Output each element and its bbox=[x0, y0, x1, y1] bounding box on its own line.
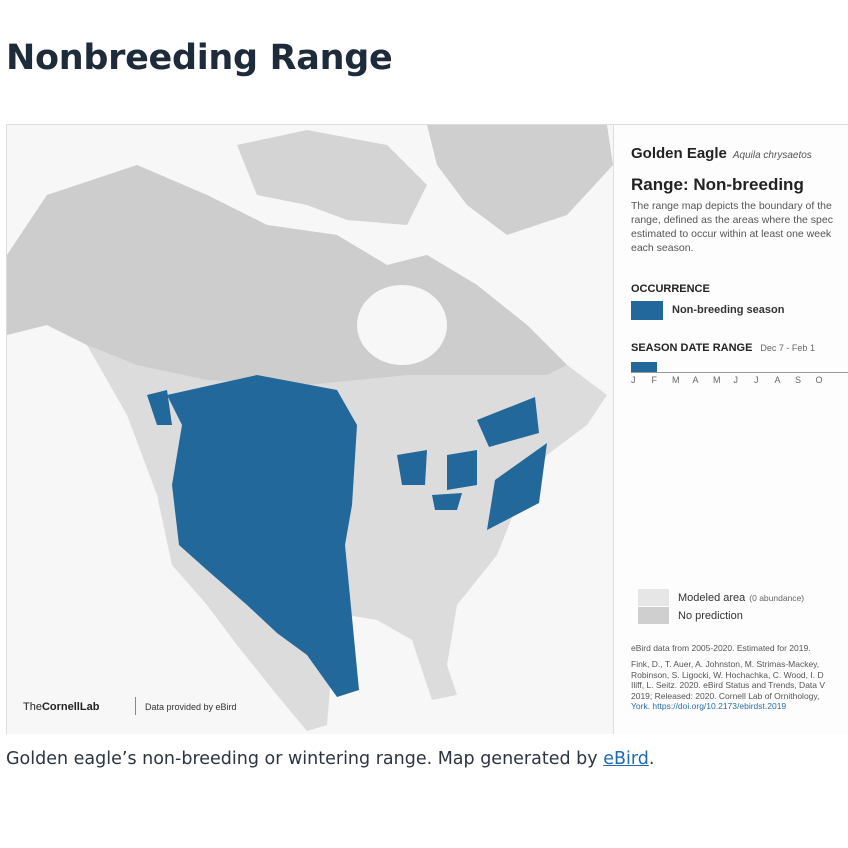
logo: TheCornellLab bbox=[23, 701, 99, 713]
modeled-area: Modeled area bbox=[678, 592, 746, 604]
legend-panel: Golden Eagle Aquila chrysaetos Range: Non… bbox=[613, 125, 848, 734]
month-label: J bbox=[631, 375, 636, 385]
greenland bbox=[427, 125, 613, 235]
modeled-swatch bbox=[638, 589, 669, 606]
season-dates: Dec 7 - Feb 1 bbox=[760, 343, 815, 353]
range-patch bbox=[477, 397, 539, 447]
citation: Fink, D., T. Auer, A. Johnston, M. Strim… bbox=[631, 659, 825, 712]
range-map-image: TheCornellLab Data provided by eBird Gol… bbox=[6, 124, 848, 734]
species-name: Golden Eagle bbox=[631, 145, 727, 162]
month-label: S bbox=[795, 375, 802, 385]
ebird-link[interactable]: eBird bbox=[603, 749, 649, 769]
arctic-islands bbox=[237, 130, 427, 225]
month-label: A bbox=[692, 375, 699, 385]
range-west bbox=[167, 375, 359, 697]
logo-name: CornellLab bbox=[41, 701, 100, 713]
citation-line: 2019; Released: 2020. Cornell Lab of Orn… bbox=[631, 690, 820, 701]
season-heading: SEASON DATE RANGE Dec 7 - Feb 1 bbox=[631, 342, 815, 354]
citation-line: Robinson, S. Ligocki, W. Hochachka, C. W… bbox=[631, 669, 824, 680]
month-label: M bbox=[672, 375, 680, 385]
logo-prefix: The bbox=[23, 701, 42, 713]
caption-end: . bbox=[648, 749, 655, 769]
occurrence-heading: OCCURRENCE bbox=[631, 283, 710, 295]
range-patch bbox=[487, 443, 547, 530]
no-prediction-swatch bbox=[638, 607, 669, 624]
modeled-note: (0 abundance) bbox=[749, 593, 805, 603]
month-label: O bbox=[815, 375, 823, 385]
description: The range map depicts the boundary of th… bbox=[631, 199, 833, 255]
month-label: J bbox=[754, 375, 759, 385]
citation-line: York. https://doi.org/10.2173/ebirdst.20… bbox=[631, 701, 787, 711]
month-label: M bbox=[713, 375, 721, 385]
season-bar bbox=[631, 362, 657, 372]
description-line: estimated to occur within at least one w… bbox=[631, 228, 832, 240]
range-patch bbox=[432, 493, 462, 510]
no-prediction-label: No prediction bbox=[678, 610, 743, 622]
caption-text: Golden eagle’s non-breeding or wintering… bbox=[6, 749, 604, 769]
season-heading-text: SEASON DATE RANGE bbox=[631, 342, 753, 354]
provider: Data provided by eBird bbox=[145, 702, 237, 712]
range-patch bbox=[397, 450, 427, 485]
month-label: F bbox=[651, 375, 658, 385]
modeled-label: Modeled area (0 abundance) bbox=[678, 592, 804, 604]
caption: Golden eagle’s non-breeding or wintering… bbox=[6, 749, 654, 769]
description-line: each season. bbox=[631, 242, 694, 254]
map bbox=[7, 125, 613, 734]
range-patch bbox=[147, 390, 172, 425]
citation-line: Iliff, L. Seitz. 2020. eBird Status and … bbox=[631, 680, 826, 690]
range-title: Range: Non-breeding bbox=[631, 175, 804, 194]
range-patch bbox=[447, 450, 477, 490]
heading: Nonbreeding Range bbox=[6, 38, 393, 78]
occurrence-label: Non-breeding season bbox=[672, 304, 785, 316]
species: Golden Eagle Aquila chrysaetos bbox=[631, 145, 812, 162]
month-label: J bbox=[733, 375, 739, 385]
scientific-name: Aquila chrysaetos bbox=[732, 150, 812, 161]
citation-line: Fink, D., T. Auer, A. Johnston, M. Strim… bbox=[631, 659, 820, 669]
description-line: range, defined as the areas where the sp… bbox=[631, 214, 833, 226]
season-axis bbox=[631, 372, 848, 373]
month-label: A bbox=[774, 375, 781, 385]
hudson-bay bbox=[357, 285, 447, 365]
data-note: eBird data from 2005-2020. Estimated for… bbox=[631, 643, 811, 653]
occurrence-swatch bbox=[631, 301, 663, 320]
description-line: The range map depicts the boundary of th… bbox=[631, 200, 832, 212]
separator bbox=[135, 697, 136, 715]
